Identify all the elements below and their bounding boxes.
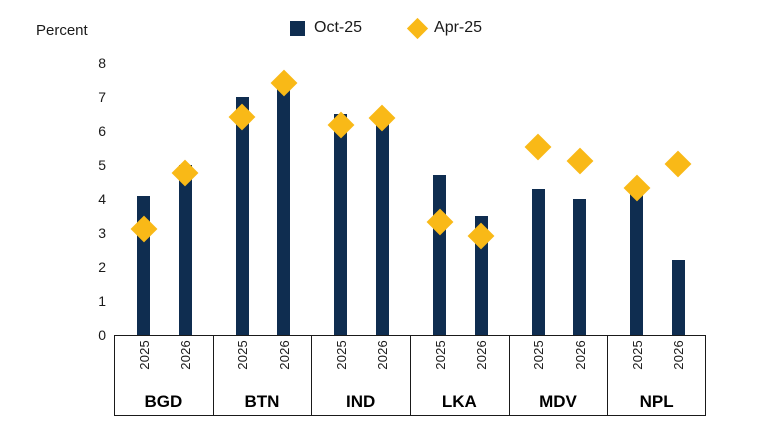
marker-lka-2026 bbox=[467, 222, 495, 250]
y-axis-title: Percent bbox=[36, 22, 88, 39]
y-axis-tick-label: 3 bbox=[98, 225, 106, 241]
group-separator bbox=[607, 335, 609, 415]
marker-mdv-2026 bbox=[566, 147, 594, 175]
bar-bgd-2026 bbox=[178, 165, 192, 335]
diamond-swatch-icon bbox=[406, 17, 429, 39]
x-axis-year-label: 2026 bbox=[375, 340, 391, 370]
y-axis-tick-label: 5 bbox=[98, 157, 106, 173]
legend-label-oct-25: Oct-25 bbox=[314, 19, 363, 36]
x-axis-group-label-bgd: BGD bbox=[144, 392, 183, 411]
x-axis-year-label: 2026 bbox=[276, 340, 292, 370]
y-axis-tick-label: 8 bbox=[98, 55, 106, 71]
marker-mdv-2025 bbox=[524, 133, 552, 161]
plot-area bbox=[114, 63, 706, 335]
y-axis-tick-label: 1 bbox=[98, 293, 106, 309]
group-separator bbox=[212, 335, 214, 415]
x-axis-year-label: 2025 bbox=[531, 340, 547, 370]
bar-ind-2025 bbox=[334, 114, 348, 335]
marker-ind-2025 bbox=[327, 111, 355, 139]
marker-btn-2026 bbox=[270, 69, 298, 97]
marker-npl-2026 bbox=[664, 150, 692, 178]
x-axis-year-label: 2025 bbox=[432, 340, 448, 370]
legend-label-apr-25: Apr-25 bbox=[434, 19, 483, 36]
x-axis-group-label-mdv: MDV bbox=[539, 392, 577, 411]
marker-ind-2026 bbox=[368, 104, 396, 132]
group-separator bbox=[311, 335, 313, 415]
x-axis-year-label: 2025 bbox=[235, 340, 251, 370]
y-axis-tick-label: 6 bbox=[98, 123, 106, 139]
marker-npl-2025 bbox=[623, 174, 651, 202]
x-axis-year-label: 2025 bbox=[333, 340, 349, 370]
x-axis-group-label-btn: BTN bbox=[244, 392, 280, 411]
bar-mdv-2026 bbox=[573, 199, 587, 335]
legend-item-apr-25: Apr-25 bbox=[406, 17, 483, 39]
x-axis-year-label: 2025 bbox=[136, 340, 152, 370]
x-axis-year-label: 2026 bbox=[671, 340, 687, 370]
chart-legend: Oct-25 Apr-25 bbox=[290, 17, 483, 39]
marker-bgd-2026 bbox=[171, 159, 199, 187]
bars-layer bbox=[114, 63, 706, 335]
group-separator bbox=[410, 335, 411, 415]
square-swatch-icon bbox=[290, 20, 305, 36]
x-axis-year-label: 2026 bbox=[572, 340, 588, 370]
bar-npl-2026 bbox=[671, 260, 685, 335]
y-axis-tick-label: 2 bbox=[98, 259, 106, 275]
y-axis-tick-label: 7 bbox=[98, 89, 106, 105]
marker-btn-2025 bbox=[228, 103, 256, 131]
bar-lka-2025 bbox=[433, 175, 447, 335]
legend-item-oct-25: Oct-25 bbox=[290, 19, 362, 37]
category-axis-bottom-rule bbox=[114, 415, 706, 416]
x-axis-year-label: 2026 bbox=[178, 340, 194, 370]
x-axis-year-label: 2026 bbox=[474, 340, 490, 370]
y-axis-tick-label: 4 bbox=[98, 191, 106, 207]
bar-npl-2025 bbox=[630, 182, 644, 335]
x-axis-group-label-lka: LKA bbox=[441, 392, 477, 411]
x-axis-group-label-ind: IND bbox=[346, 392, 376, 411]
x-axis-group-label-npl: NPL bbox=[639, 392, 674, 411]
bar-btn-2025 bbox=[235, 97, 249, 335]
bar-btn-2026 bbox=[277, 83, 291, 335]
marker-bgd-2025 bbox=[130, 215, 158, 243]
y-axis-tick-label: 0 bbox=[98, 327, 106, 343]
x-axis-year-label: 2025 bbox=[629, 340, 645, 370]
marker-lka-2025 bbox=[426, 208, 454, 236]
bar-mdv-2025 bbox=[531, 188, 545, 335]
y-axis-ticks: 8 7 6 5 4 3 2 1 0 bbox=[60, 55, 106, 343]
bar-ind-2026 bbox=[375, 117, 389, 335]
group-separator bbox=[508, 335, 510, 415]
